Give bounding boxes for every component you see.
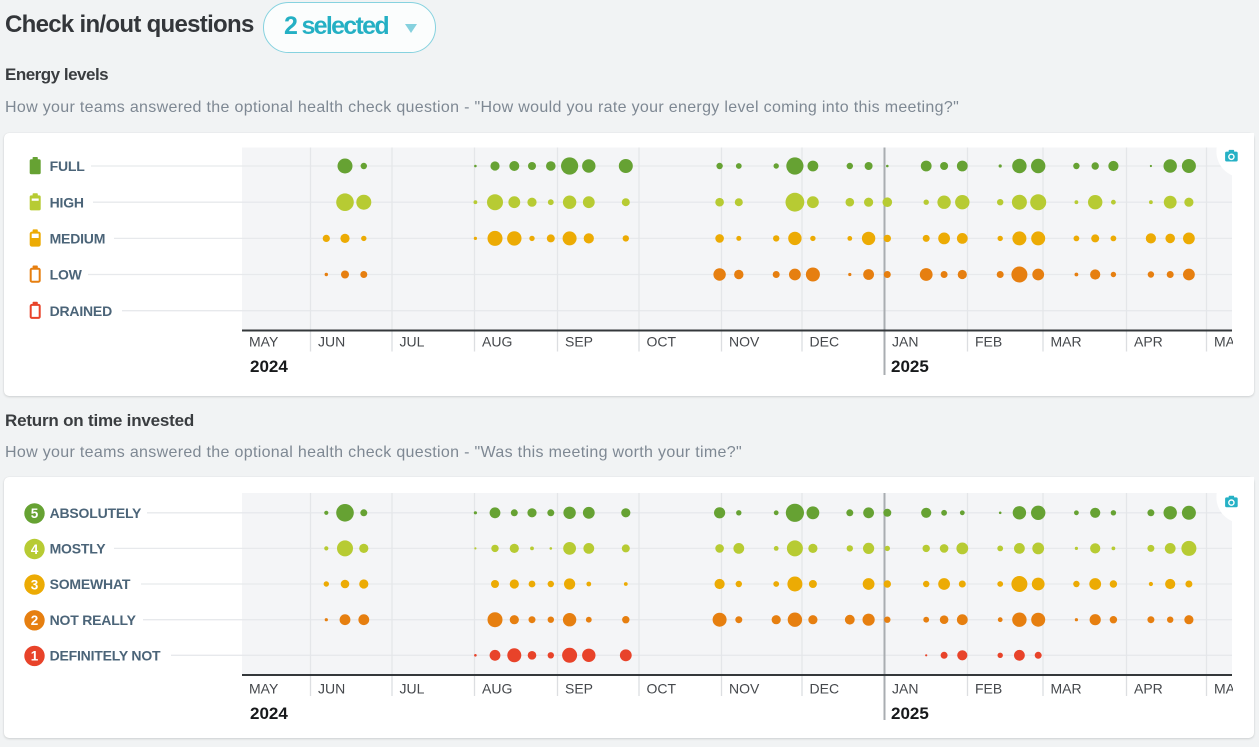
- svg-text:DEC: DEC: [810, 333, 840, 349]
- svg-text:JAN: JAN: [892, 333, 918, 349]
- svg-text:5: 5: [31, 506, 39, 521]
- svg-text:NOT REALLY: NOT REALLY: [50, 612, 137, 628]
- svg-text:2: 2: [31, 613, 39, 628]
- svg-text:MAR: MAR: [1051, 681, 1082, 697]
- svg-text:2024: 2024: [250, 357, 288, 376]
- svg-text:APR: APR: [1134, 681, 1163, 697]
- svg-text:FULL: FULL: [50, 158, 86, 174]
- svg-text:AUG: AUG: [482, 333, 512, 349]
- svg-text:SEP: SEP: [565, 333, 593, 349]
- svg-text:3: 3: [31, 577, 39, 592]
- svg-text:MOSTLY: MOSTLY: [50, 541, 107, 557]
- svg-text:JAN: JAN: [892, 681, 918, 697]
- svg-text:2025: 2025: [891, 357, 929, 376]
- svg-text:MEDIUM: MEDIUM: [50, 231, 106, 247]
- svg-text:DEC: DEC: [810, 681, 840, 697]
- svg-text:MAY: MAY: [1214, 333, 1244, 349]
- svg-text:FEB: FEB: [975, 333, 1002, 349]
- svg-text:OCT: OCT: [647, 333, 677, 349]
- svg-text:APR: APR: [1134, 333, 1163, 349]
- svg-text:DRAINED: DRAINED: [50, 303, 112, 319]
- svg-text:NOV: NOV: [729, 333, 760, 349]
- svg-text:FEB: FEB: [975, 681, 1002, 697]
- svg-text:1: 1: [31, 649, 39, 664]
- svg-text:2025: 2025: [891, 704, 929, 723]
- svg-text:MAY: MAY: [249, 333, 279, 349]
- svg-text:HIGH: HIGH: [50, 194, 84, 210]
- svg-text:JUL: JUL: [400, 681, 425, 697]
- svg-text:LOW: LOW: [50, 267, 83, 283]
- svg-text:AUG: AUG: [482, 681, 512, 697]
- svg-text:NOV: NOV: [729, 681, 760, 697]
- svg-text:SEP: SEP: [565, 681, 593, 697]
- svg-text:MAY: MAY: [1214, 681, 1244, 697]
- svg-text:ABSOLUTELY: ABSOLUTELY: [50, 505, 142, 521]
- svg-text:2024: 2024: [250, 704, 288, 723]
- svg-text:DEFINITELY NOT: DEFINITELY NOT: [50, 647, 161, 663]
- svg-text:MAR: MAR: [1051, 333, 1082, 349]
- svg-text:JUN: JUN: [318, 333, 345, 349]
- svg-text:OCT: OCT: [647, 681, 677, 697]
- svg-text:4: 4: [31, 542, 39, 557]
- svg-text:JUL: JUL: [400, 333, 425, 349]
- svg-text:JUN: JUN: [318, 681, 345, 697]
- svg-text:SOMEWHAT: SOMEWHAT: [50, 576, 131, 592]
- svg-text:MAY: MAY: [249, 681, 279, 697]
